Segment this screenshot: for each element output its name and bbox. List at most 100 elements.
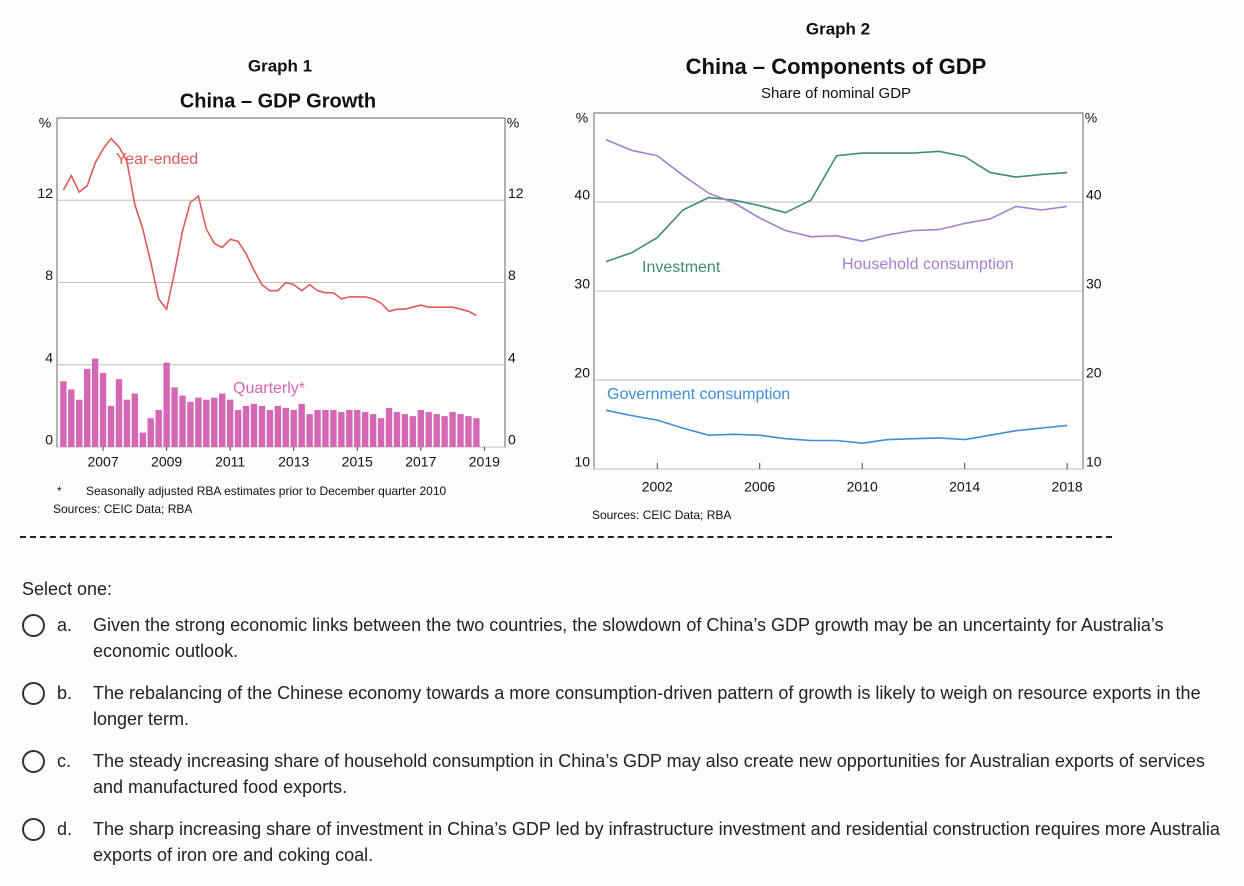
y2-unit: % — [1085, 110, 1097, 126]
bar — [282, 407, 289, 447]
x-tick-label: 2010 — [847, 479, 878, 495]
series-label: Household consumption — [842, 256, 1014, 273]
bar — [306, 414, 313, 447]
bar — [219, 393, 226, 447]
bar — [115, 379, 123, 447]
bar — [369, 414, 377, 447]
x-tick-label: 2017 — [405, 454, 436, 470]
bar — [60, 381, 67, 447]
option-letter: c. — [57, 751, 72, 771]
series-label: Year-ended — [116, 151, 198, 168]
x-tick-label: 2011 — [215, 454, 245, 470]
bar — [99, 372, 107, 447]
bar — [361, 412, 369, 447]
bar — [179, 395, 186, 447]
bar — [465, 416, 472, 447]
chart-title: China – Components of GDP — [686, 54, 987, 79]
bar — [457, 414, 464, 447]
bar — [226, 399, 234, 447]
bar — [354, 409, 361, 447]
x-tick-label: 2014 — [949, 479, 980, 495]
y-unit: % — [39, 115, 51, 131]
option-text: The rebalancing of the Chinese economy t… — [93, 683, 1201, 729]
bar — [377, 418, 385, 447]
y2-tick-label: 8 — [508, 267, 516, 283]
line — [605, 138, 1068, 243]
y2-tick-label: 10 — [1086, 454, 1102, 470]
y-tick-label: 4 — [45, 349, 53, 365]
option-text: Given the strong economic links between … — [93, 615, 1164, 661]
series-label: Investment — [642, 259, 721, 276]
bar — [147, 418, 154, 447]
y-tick-label: 30 — [574, 276, 590, 292]
bar — [131, 393, 139, 447]
series-label: Quarterly* — [233, 380, 305, 397]
bar — [83, 368, 91, 447]
bar — [433, 414, 440, 447]
bar — [449, 412, 456, 447]
bar — [155, 409, 162, 447]
x-tick-label: 2019 — [469, 454, 500, 470]
source: Sources: CEIC Data; RBA — [53, 502, 192, 516]
bar — [163, 362, 170, 447]
bar — [322, 409, 329, 447]
y-tick-label: 20 — [574, 365, 590, 381]
y2-tick-label: 4 — [508, 349, 516, 365]
separator — [20, 536, 1112, 538]
radio-button[interactable] — [22, 818, 45, 841]
radio-button[interactable] — [22, 750, 45, 773]
bar — [441, 416, 448, 447]
footnote: Seasonally adjusted RBA estimates prior … — [86, 484, 447, 498]
option-letter: a. — [57, 615, 73, 635]
bar — [266, 409, 274, 447]
series-label: Government consumption — [607, 386, 790, 403]
y2-tick-label: 12 — [508, 185, 524, 201]
bar — [107, 405, 115, 447]
bar — [91, 358, 99, 447]
bar — [211, 397, 218, 447]
bar — [76, 399, 83, 447]
footnote-marker: * — [57, 484, 62, 498]
bar — [401, 414, 409, 447]
y2-tick-label: 40 — [1086, 187, 1102, 203]
x-tick-label: 2006 — [744, 479, 775, 495]
bar — [187, 401, 194, 447]
line — [605, 409, 1068, 445]
bar — [385, 407, 393, 447]
bar — [123, 399, 131, 447]
bar — [234, 409, 242, 447]
bar — [195, 397, 202, 447]
x-tick-label: 2002 — [642, 479, 673, 495]
radio-button[interactable] — [22, 682, 45, 705]
radio-button[interactable] — [22, 614, 45, 637]
bar — [338, 412, 345, 447]
quiz-prompt: Select one: — [22, 579, 113, 599]
bar — [274, 405, 282, 447]
y2-tick-label: 0 — [508, 432, 516, 448]
bar — [409, 416, 417, 447]
source: Sources: CEIC Data; RBA — [592, 508, 731, 522]
bar — [473, 418, 480, 447]
y-tick-label: 10 — [574, 454, 590, 470]
bar — [171, 387, 178, 447]
bar — [250, 403, 258, 447]
bar — [425, 412, 432, 447]
y2-tick-label: 20 — [1086, 365, 1102, 381]
bar — [417, 409, 425, 447]
bar — [203, 399, 210, 447]
bar — [290, 409, 297, 447]
x-tick-label: 2015 — [342, 454, 373, 470]
y-tick-label: 8 — [45, 267, 53, 283]
y-unit: % — [576, 110, 588, 126]
option-text: The steady increasing share of household… — [93, 751, 1205, 797]
option-letter: b. — [57, 683, 73, 703]
graph-label: Graph 2 — [806, 19, 870, 38]
chart-subtitle: Share of nominal GDP — [761, 85, 911, 102]
bar — [298, 403, 305, 447]
x-tick-label: 2009 — [151, 454, 182, 470]
y2-tick-label: 30 — [1086, 276, 1102, 292]
x-tick-label: 2018 — [1052, 479, 1083, 495]
bar — [242, 405, 250, 447]
bar — [346, 409, 353, 447]
